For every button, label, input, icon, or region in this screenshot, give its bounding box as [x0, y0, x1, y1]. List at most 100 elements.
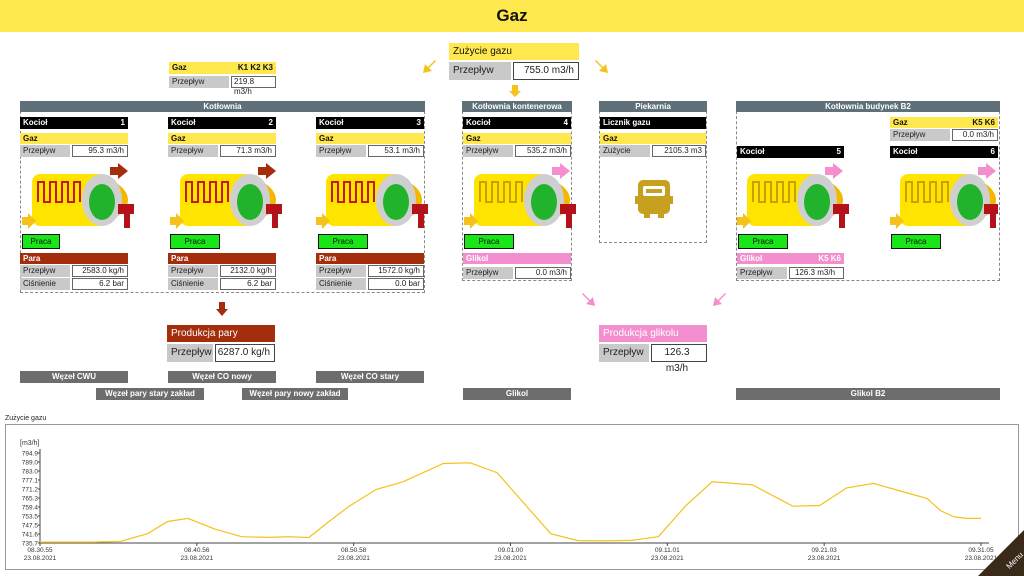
gas-flow-value: 53.1 m3/h — [368, 145, 424, 157]
boiler-4-work-button[interactable]: Praca — [464, 234, 514, 249]
k123-gas-summary: Gaz K1 K2 K3 Przepływ 219.8 m3/h — [169, 62, 276, 96]
steam-production: Produkcja pary Przepływ 6287.0 kg/h — [167, 325, 275, 362]
menu-corner-button[interactable]: Menu — [978, 530, 1024, 576]
boiler-number: 5 — [836, 147, 841, 156]
boiler-3-card: Kocioł 3 Gaz Przepływ 53.1 m3/h — [316, 117, 424, 157]
y-tick-label: 783.0 — [22, 469, 39, 476]
glycol-flow-label: Przepływ — [463, 267, 513, 279]
glycol-flow-value: 0.0 m3/h — [515, 267, 571, 279]
trend-chart: [m3/h] 794.9 789.0 783.0 777.1 771.2 765.3 759.… — [5, 424, 1019, 570]
x-tick-time: 08.40.56 — [184, 547, 210, 554]
arrow-down-left-icon — [713, 293, 726, 306]
gas-label: Gaz — [23, 134, 38, 143]
x-tick-date: 23.08.2021 — [24, 555, 57, 562]
boiler-1-steam: Para Przepływ 2583.0 kg/h Ciśnienie 6.2 ba… — [20, 253, 128, 290]
gas-flow-value: 95.3 m3/h — [72, 145, 128, 157]
boiler-6-work-button[interactable]: Praca — [891, 234, 941, 249]
glycol-production: Produkcja glikolu Przepływ 126.3 m3/h — [599, 325, 707, 374]
gas-flow-value: 0.0 m3/h — [952, 129, 998, 141]
series-line — [40, 462, 981, 543]
pressure-label: Ciśnienie — [168, 278, 218, 290]
nav-co-nowy-button[interactable]: Węzeł CO nowy — [168, 371, 276, 383]
boiler-2-steam: Para Przepływ 2132.0 kg/h Ciśnienie 6.2 ba… — [168, 253, 276, 290]
pressure-value: 6.2 bar — [72, 278, 128, 290]
steam-flow-label: Przepływ — [316, 265, 366, 277]
summary-header: Zużycie gazu — [449, 43, 579, 60]
steam-production-flow-label: Przepływ — [167, 344, 213, 362]
arrow-down-right-icon — [582, 293, 595, 306]
boiler-number: 1 — [120, 118, 125, 127]
boiler-3-steam: Para Przepływ 1572.0 kg/h Ciśnienie 0.0 ba… — [316, 253, 424, 290]
summary-flow-value: 755.0 m3/h — [513, 62, 579, 80]
meter-label: Licznik gazu — [600, 117, 706, 129]
boiler-4-card: Kocioł 4 Gaz Przepływ 535.2 m3/h — [463, 117, 571, 157]
gas-flow-value: 71.3 m3/h — [220, 145, 276, 157]
pressure-label: Ciśnienie — [316, 278, 366, 290]
boiler-icon — [316, 174, 428, 229]
flow-label: Przepływ — [316, 145, 366, 157]
glycol-flow-value: 126.3 m3/h — [789, 267, 844, 279]
arrow-down-icon — [509, 85, 521, 97]
gas-label: Gaz — [171, 134, 186, 143]
glycol-label: Glikol — [466, 254, 489, 263]
nav-para-nowy-button[interactable]: Węzeł pary nowy zakład — [242, 388, 348, 400]
nav-glikol-b2-button[interactable]: Glikol B2 — [736, 388, 1000, 400]
boiler-3-work-button[interactable]: Praca — [318, 234, 368, 249]
x-tick-time: 09.21.03 — [812, 547, 838, 554]
y-tick-label: 759.4 — [22, 505, 39, 512]
boiler-label: Kocioł — [893, 147, 918, 156]
nav-cwu-button[interactable]: Węzeł CWU — [20, 371, 128, 383]
y-axis-label: [m3/h] — [20, 440, 40, 447]
nav-glikol-button[interactable]: Glikol — [463, 388, 571, 400]
x-tick-time: 08.50.58 — [341, 547, 367, 554]
k123-group-label: K1 K2 K3 — [237, 63, 273, 72]
boiler-number: 2 — [268, 118, 273, 127]
boiler-number: 6 — [990, 147, 995, 156]
boiler-icon — [737, 163, 849, 229]
steam-flow-value: 1572.0 kg/h — [368, 265, 424, 277]
boiler-2-work-button[interactable]: Praca — [170, 234, 220, 249]
boiler-5-header: Kocioł 5 — [737, 146, 844, 158]
boiler-icon — [890, 163, 998, 229]
arrow-down-right-icon — [595, 60, 608, 73]
steam-flow-value: 2583.0 kg/h — [72, 265, 128, 277]
gas-meter-card: Licznik gazu Gaz Zużycie 2105.3 m3 — [600, 117, 706, 157]
arrow-down-left-icon — [423, 60, 436, 73]
piekarnia-title: Piekarnia — [599, 101, 707, 112]
gas-meter-icon — [635, 180, 673, 218]
x-tick-date: 23.08.2021 — [181, 555, 214, 562]
kotlownia-title: Kotłownia — [20, 101, 425, 112]
k123-flow-label: Przepływ — [169, 76, 229, 88]
summary-flow-label: Przepływ — [449, 62, 511, 80]
boiler-5-work-button[interactable]: Praca — [738, 234, 788, 249]
boiler-6-header: Kocioł 6 — [890, 146, 998, 158]
flow-label: Przepływ — [890, 129, 950, 141]
boiler-label: Kocioł — [466, 118, 491, 127]
steam-label: Para — [168, 253, 276, 264]
glycol-production-flow-value: 126.3 m3/h — [651, 344, 707, 374]
meter-label-text: Licznik gazu — [603, 118, 651, 127]
boiler-1-work-button[interactable]: Praca — [22, 234, 60, 249]
flow-label: Przepływ — [463, 145, 513, 157]
gas-label: Gaz — [603, 134, 618, 143]
pressure-value: 6.2 bar — [220, 278, 276, 290]
x-tick-date: 23.08.2021 — [651, 555, 684, 562]
arrow-down-icon — [216, 302, 228, 316]
x-tick-date: 23.08.2021 — [808, 555, 841, 562]
y-tick-label: 777.1 — [22, 478, 39, 485]
steam-flow-label: Przepływ — [168, 265, 218, 277]
nav-para-stary-button[interactable]: Węzeł pary stary zakład — [96, 388, 204, 400]
page-title: Gaz — [0, 0, 1024, 32]
k123-flow-value: 219.8 m3/h — [231, 76, 276, 96]
boiler-1-card: Kocioł 1 Gaz Przepływ 95.3 m3/h — [20, 117, 128, 157]
gas-label: Gaz — [319, 134, 334, 143]
steam-production-flow-value: 6287.0 kg/h — [215, 344, 275, 362]
nav-co-stary-button[interactable]: Węzeł CO stary — [316, 371, 424, 383]
x-tick-date: 23.08.2021 — [337, 555, 370, 562]
flow-label: Przepływ — [20, 145, 70, 157]
boiler-4-glycol: Glikol Przepływ 0.0 m3/h — [463, 253, 571, 279]
boiler-label: Kocioł — [171, 118, 196, 127]
b2-title: Kotłownia budynek B2 — [736, 101, 1000, 112]
gas-label: Gaz — [466, 134, 481, 143]
gas-flow-value: 535.2 m3/h — [515, 145, 571, 157]
